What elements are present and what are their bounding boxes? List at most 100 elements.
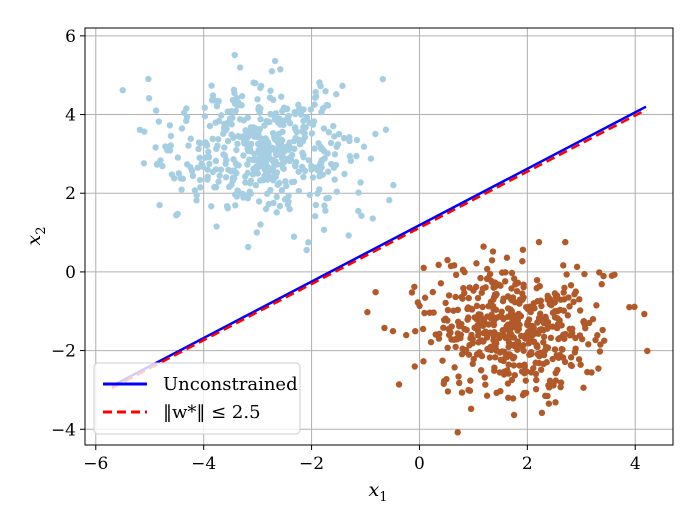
scatter-point (155, 118, 163, 125)
scatter-point (558, 345, 565, 353)
scatter-point (320, 125, 328, 132)
scatter-point (358, 212, 365, 220)
scatter-point (420, 358, 427, 365)
scatter-point (209, 92, 217, 99)
scatter-point (408, 289, 416, 296)
scatter-point (469, 360, 476, 368)
scatter-point (239, 190, 246, 198)
scatter-point (467, 377, 474, 384)
scatter-point (194, 164, 202, 171)
scatter-point (140, 160, 148, 167)
scatter-point (267, 87, 274, 94)
scatter-point (512, 340, 520, 348)
scatter-point (328, 160, 335, 168)
scatter-point (208, 82, 215, 89)
scatter-point (519, 246, 527, 253)
scatter-point (231, 51, 238, 59)
scatter-point (209, 135, 216, 143)
scatter-point (205, 148, 212, 156)
scatter-point (321, 202, 328, 209)
scatter-point (479, 303, 486, 311)
scatter-point (265, 118, 273, 125)
scatter-point (535, 359, 543, 367)
scatter-point (263, 163, 271, 170)
scatter-point (255, 198, 263, 205)
scatter-point (516, 362, 523, 369)
scatter-point (575, 356, 583, 363)
scatter-point (560, 262, 567, 269)
scatter-point (250, 156, 257, 164)
scatter-point (213, 223, 220, 230)
scatter-point (253, 229, 261, 236)
scatter-point (202, 154, 209, 161)
scatter-point (353, 136, 361, 144)
scatter-point (588, 369, 595, 376)
scatter-point (454, 318, 462, 326)
scatter-point (162, 143, 169, 150)
scatter-point (274, 136, 281, 143)
scatter-point (545, 400, 553, 407)
scatter-point (315, 164, 322, 171)
scatter-point (203, 142, 211, 149)
scatter-point (360, 143, 368, 150)
scatter-point (478, 319, 485, 326)
scatter-point (324, 168, 332, 175)
scatter-point (225, 166, 232, 174)
scatter-point (444, 306, 452, 314)
scatter-point (412, 327, 419, 335)
scatter-point (317, 158, 325, 166)
scatter-point (421, 309, 428, 317)
scatter-point (257, 138, 265, 145)
scatter-point (211, 97, 218, 104)
scatter-point (318, 108, 325, 116)
scatter-point (312, 93, 320, 100)
scatter-points (119, 51, 651, 436)
scatter-point (436, 330, 443, 338)
scatter-point (224, 138, 232, 145)
scatter-point (291, 162, 299, 169)
scatter-point (232, 202, 239, 209)
y-tick-label: 6 (65, 27, 76, 47)
scatter-point (311, 145, 318, 152)
scatter-point (191, 187, 199, 194)
scatter-point (530, 328, 537, 335)
scatter-point (442, 299, 449, 307)
scatter-point (369, 215, 376, 222)
scatter-point (501, 348, 508, 356)
scatter-point (589, 315, 597, 323)
scatter-point (514, 327, 521, 334)
scatter-point (309, 174, 317, 181)
scatter-point (490, 296, 497, 303)
scatter-point (232, 107, 239, 115)
scatter-point (244, 161, 251, 168)
scatter-point (331, 176, 338, 183)
scatter-point (193, 197, 200, 204)
scatter-point (382, 126, 390, 133)
scatter-point (452, 293, 459, 301)
legend-label-constrained: ‖w*‖ ≤ 2.5 (163, 402, 261, 423)
scatter-point (478, 289, 485, 296)
scatter-point (552, 377, 560, 384)
scatter-point (320, 226, 328, 233)
scatter-point (553, 294, 560, 301)
scatter-point (484, 265, 491, 273)
scatter-point (341, 170, 348, 178)
scatter-point (485, 274, 492, 282)
scatter-point (316, 79, 323, 86)
scatter-point (502, 353, 509, 361)
scatter-point (220, 130, 227, 137)
scatter-point (510, 362, 518, 369)
scatter-point (244, 192, 251, 200)
scatter-point (528, 348, 535, 356)
scatter-point (152, 144, 159, 151)
scatter-point (208, 203, 215, 210)
scatter-point (522, 389, 530, 397)
scatter-point (379, 75, 387, 83)
scatter-point (333, 91, 340, 98)
scatter-point (233, 146, 240, 154)
scatter-point (498, 308, 505, 315)
scatter-point (166, 147, 174, 154)
scatter-point (481, 374, 488, 381)
scatter-point (514, 346, 521, 353)
